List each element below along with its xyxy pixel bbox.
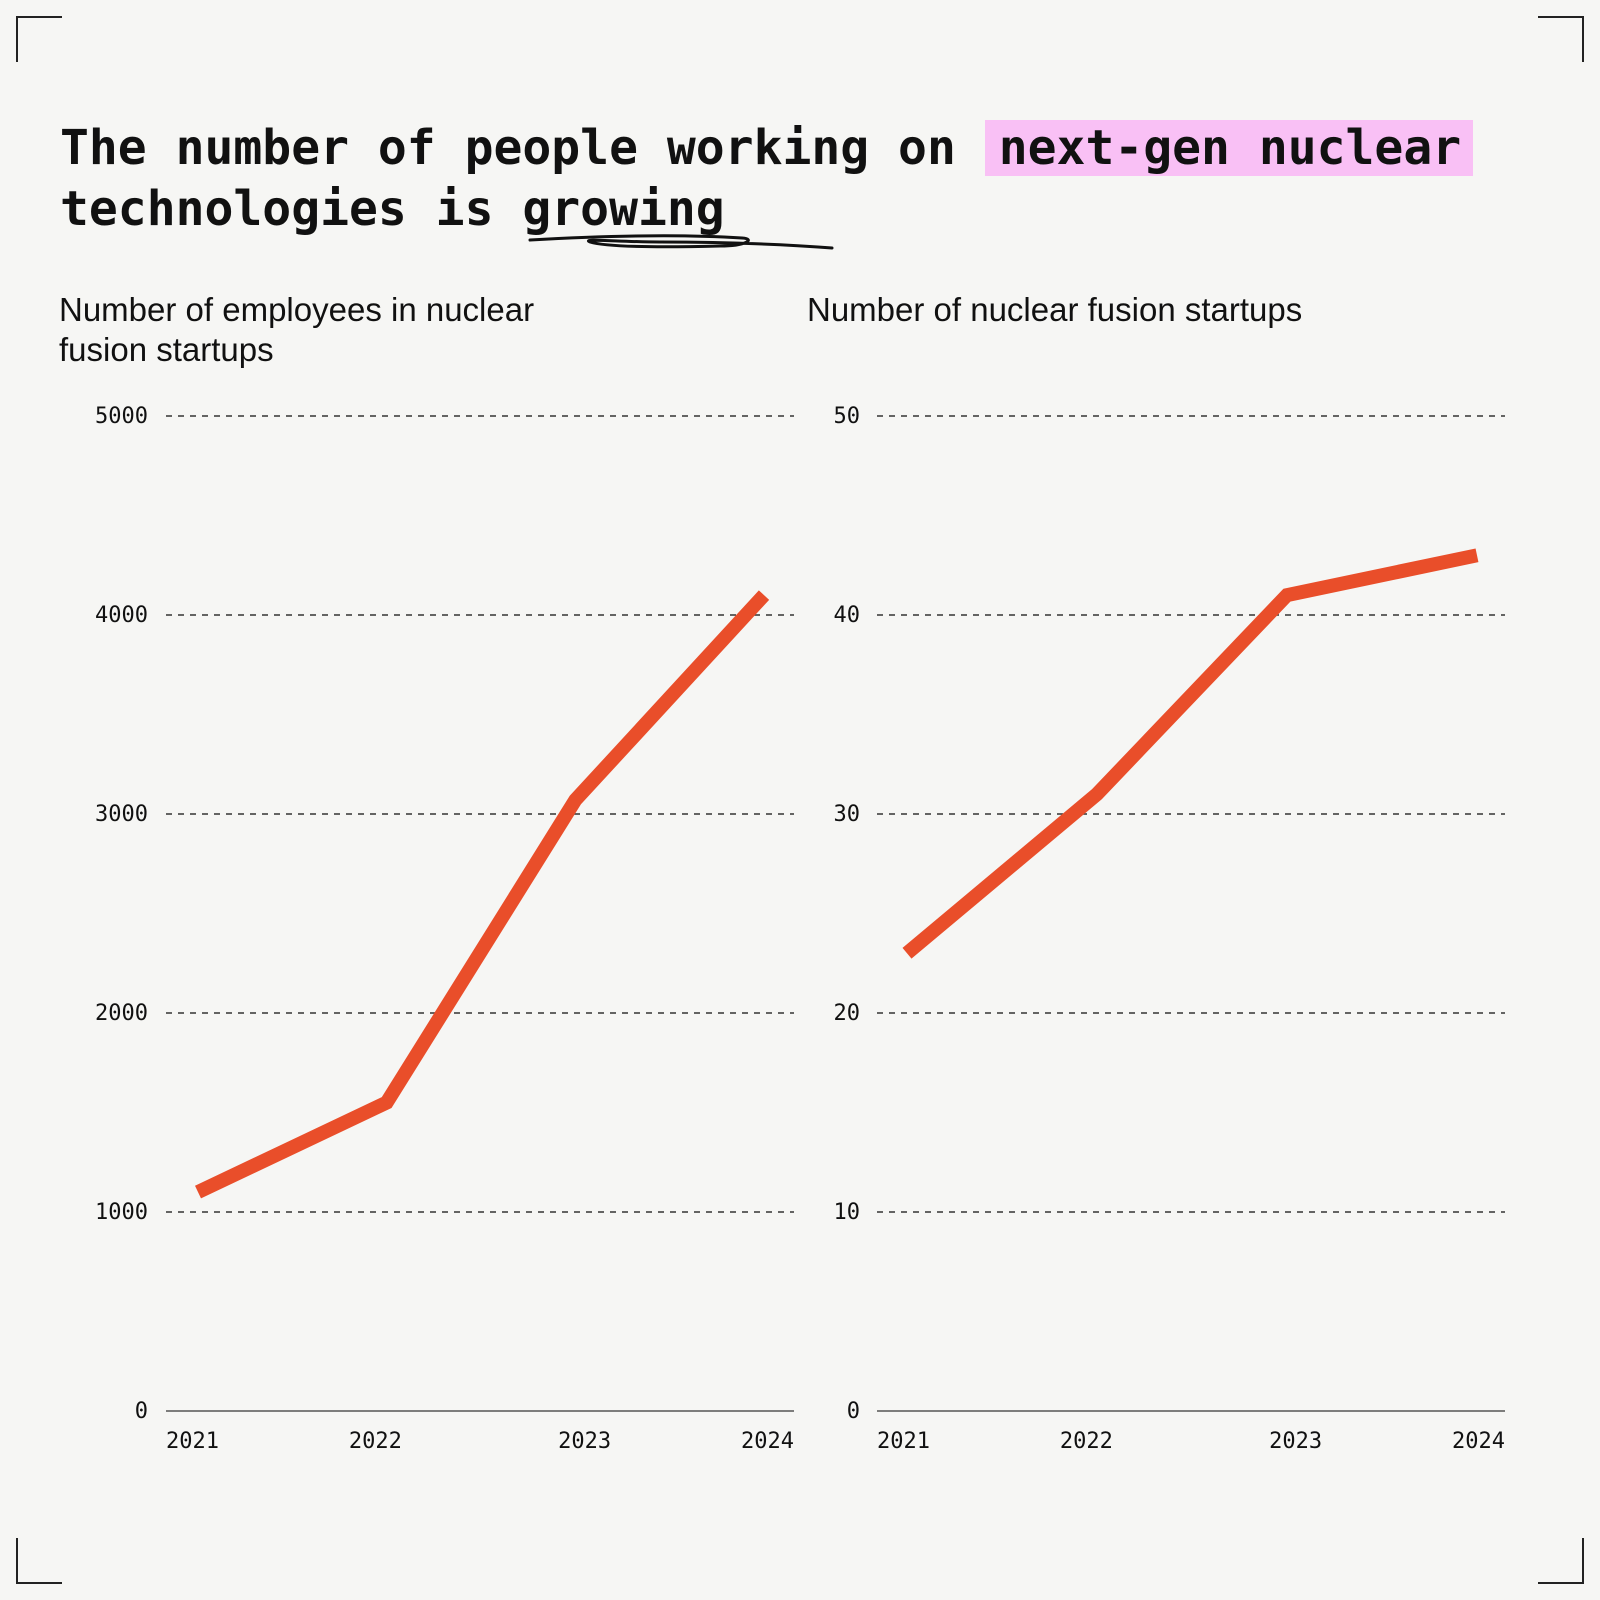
corner-mark-bottom-left xyxy=(16,1538,62,1584)
y-tick-label: 50 xyxy=(834,404,861,429)
y-tick-label: 2000 xyxy=(95,1001,148,1026)
corner-mark-bottom-right xyxy=(1538,1538,1584,1584)
y-tick-label: 10 xyxy=(834,1200,861,1225)
x-tick-label: 2023 xyxy=(558,1429,611,1454)
y-tick-label: 30 xyxy=(834,802,861,827)
y-tick-label: 1000 xyxy=(95,1200,148,1225)
page-title: The number of people working on next-gen… xyxy=(60,118,1474,240)
title-part1: The number of people working on xyxy=(60,120,985,176)
title-part2: technologies is xyxy=(60,181,523,237)
y-tick-label: 5000 xyxy=(95,404,148,429)
x-tick-label: 2021 xyxy=(877,1429,930,1454)
x-tick-label: 2024 xyxy=(741,1429,794,1454)
chart-right-title: Number of nuclear fusion startups xyxy=(807,291,1303,328)
title-highlight: next-gen nuclear xyxy=(984,120,1474,176)
chart-left-title: Number of employees in nuclear fusion st… xyxy=(59,291,535,368)
corner-mark-top-left xyxy=(16,16,62,62)
y-tick-label: 40 xyxy=(834,603,861,628)
hand-drawn-underline xyxy=(528,234,834,250)
x-tick-label: 2022 xyxy=(1060,1429,1113,1454)
y-tick-label: 0 xyxy=(135,1399,148,1424)
x-tick-label: 2022 xyxy=(349,1429,402,1454)
x-tick-label: 2021 xyxy=(166,1429,219,1454)
series-line xyxy=(902,548,1479,959)
y-tick-label: 0 xyxy=(847,1399,860,1424)
y-tick-label: 3000 xyxy=(95,802,148,827)
corner-mark-top-right xyxy=(1538,16,1584,62)
title-underlined-word: growing xyxy=(522,181,725,237)
y-tick-label: 20 xyxy=(834,1001,861,1026)
y-tick-label: 4000 xyxy=(95,603,148,628)
x-tick-label: 2023 xyxy=(1269,1429,1322,1454)
series-line xyxy=(194,590,770,1199)
x-tick-label: 2024 xyxy=(1452,1429,1505,1454)
